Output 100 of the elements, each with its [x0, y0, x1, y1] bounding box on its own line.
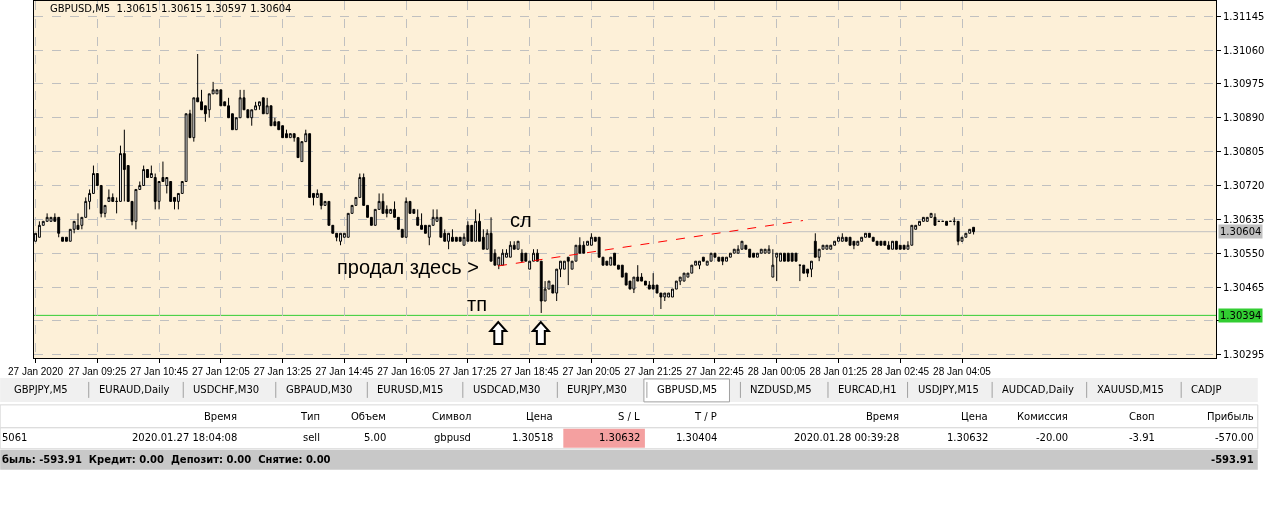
- candlestick: [508, 240, 512, 258]
- candlestick: [122, 129, 126, 202]
- text: -570.00: [1215, 432, 1254, 443]
- candlestick: [840, 232, 844, 242]
- candlestick: [142, 165, 146, 186]
- x-tick-label: 27 Jan 09:25: [68, 366, 127, 377]
- candlestick: [825, 244, 829, 250]
- candlestick: [219, 89, 223, 107]
- candlestick: [678, 276, 682, 286]
- y-tick-label: 1.30635: [1223, 213, 1264, 225]
- candlestick: [910, 224, 914, 246]
- text: 1.30632: [599, 432, 641, 443]
- chart-title: GBPUSD,M5 1.30615 1.30615 1.30597 1.30604: [50, 3, 292, 14]
- candlestick: [833, 240, 837, 246]
- candlestick: [887, 240, 891, 250]
- text: быль: -593.91 Кредит: 0.00 Депозит: 0.00 Снятие: 0.00: [2, 454, 331, 465]
- candlestick: [759, 248, 763, 254]
- candlestick: [964, 232, 968, 238]
- candlestick: [296, 137, 300, 159]
- candlestick: [667, 292, 671, 298]
- candlestick: [651, 272, 655, 290]
- x-tick-label: 27 Jan 22:45: [686, 366, 745, 377]
- ref-line-label: 1.30394: [1220, 310, 1262, 321]
- candlestick: [566, 256, 570, 286]
- candlestick: [257, 101, 261, 111]
- candlestick: [728, 252, 732, 258]
- text: 1.30632: [947, 432, 989, 443]
- y-tick-label: 1.30465: [1223, 281, 1264, 293]
- text: 5.00: [364, 432, 387, 443]
- text: Цена: [526, 411, 553, 422]
- candlestick: [690, 264, 694, 274]
- candlestick: [752, 252, 755, 258]
- candlestick: [879, 240, 883, 246]
- text: AUDCAD,Daily: [1002, 384, 1074, 395]
- text: EURJPY,M30: [567, 384, 627, 395]
- text: GBPJPY,M5: [14, 384, 68, 395]
- candlestick: [844, 236, 848, 242]
- candlestick: [790, 252, 794, 262]
- candlestick: [261, 97, 265, 115]
- y-tick-label: 1.30550: [1223, 247, 1264, 259]
- text: -20.00: [1036, 432, 1069, 443]
- x-tick-label: 28 Jan 04:05: [933, 366, 992, 377]
- text: -3.91: [1129, 432, 1155, 443]
- candlestick: [466, 220, 470, 242]
- candlestick: [420, 212, 424, 230]
- candlestick: [416, 208, 420, 226]
- candlestick: [721, 256, 725, 266]
- candlestick: [945, 220, 948, 226]
- text: T / P: [694, 411, 717, 422]
- x-tick-label: 27 Jan 12:05: [191, 366, 251, 377]
- candlestick: [45, 212, 49, 222]
- text: Комиссия: [1017, 411, 1068, 422]
- candlestick: [61, 236, 65, 242]
- text: NZDUSD,M5: [750, 384, 812, 395]
- candlestick: [864, 232, 867, 238]
- candlestick: [891, 240, 894, 250]
- candlestick: [111, 192, 115, 202]
- x-tick-label: 27 Jan 13:25: [253, 366, 312, 377]
- y-tick-label: 1.30295: [1223, 349, 1264, 361]
- candlestick: [972, 226, 976, 235]
- text: sell: [303, 432, 320, 443]
- text: EURAUD,Daily: [99, 384, 170, 395]
- text: 1.30518: [512, 432, 554, 443]
- x-tick-label: 28 Jan 01:25: [809, 366, 868, 377]
- text: USDJPY,M15: [918, 384, 979, 395]
- candlestick: [682, 272, 686, 282]
- candlestick: [860, 236, 864, 242]
- x-tick-label: 27 Jan 18:45: [500, 366, 559, 377]
- x-tick-label: 27 Jan 14:45: [315, 366, 374, 377]
- x-tick-label: 27 Jan 21:25: [624, 366, 683, 377]
- text: Время: [204, 411, 237, 422]
- candlestick: [725, 256, 728, 262]
- candlestick: [609, 256, 613, 266]
- candlestick: [925, 216, 929, 222]
- candlestick: [775, 252, 779, 282]
- candlestick: [285, 129, 288, 139]
- candlestick: [404, 196, 408, 238]
- x-tick-label: 27 Jan 16:05: [377, 366, 436, 377]
- text: GBPAUD,M30: [286, 384, 353, 395]
- x-tick-label: 27 Jan 20:05: [562, 366, 621, 377]
- candlestick: [458, 236, 462, 242]
- text: gbpusd: [434, 432, 471, 443]
- candlestick: [281, 125, 285, 139]
- text: USDCAD,M30: [473, 384, 541, 395]
- candlestick: [501, 248, 505, 266]
- candlestick: [589, 232, 593, 246]
- candlestick: [867, 232, 871, 238]
- x-tick-label: 27 Jan 17:25: [438, 366, 498, 377]
- x-tick-label: 27 Jan 10:45: [130, 366, 189, 377]
- candlestick: [736, 244, 740, 254]
- candlestick: [489, 216, 493, 262]
- candlestick: [339, 232, 342, 246]
- candlestick: [381, 192, 385, 214]
- candlestick: [898, 244, 902, 250]
- candlestick: [771, 248, 775, 278]
- candlestick: [613, 252, 617, 266]
- annotation: сл: [510, 209, 532, 231]
- text: Символ: [432, 411, 472, 422]
- text: 2020.01.28 00:39:28: [794, 432, 900, 443]
- candlestick: [902, 244, 906, 250]
